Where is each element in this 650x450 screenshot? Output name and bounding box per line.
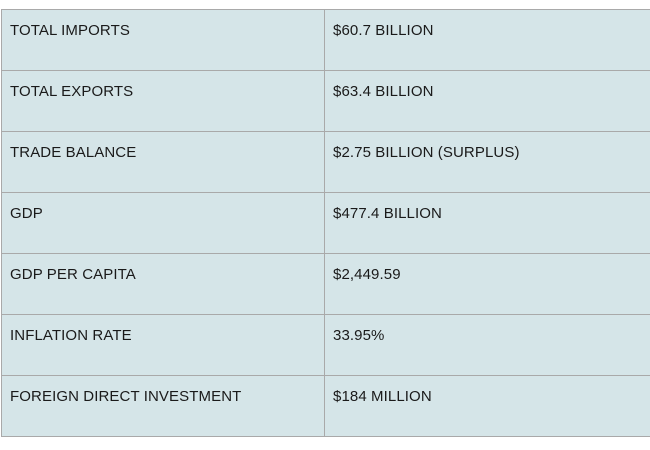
row-value: $184 MILLION [333,388,432,405]
row-label: GDP [10,205,43,222]
economic-indicators-table-container: TOTAL IMPORTS $60.7 BILLION TOTAL EXPORT… [1,9,650,439]
row-label-cell: TOTAL IMPORTS [1,9,325,71]
row-label: TRADE BALANCE [10,144,137,161]
row-label: TOTAL IMPORTS [10,22,130,39]
row-label: GDP PER CAPITA [10,266,136,283]
row-value-cell: $60.7 BILLION [324,9,650,71]
row-label-cell: GDP [1,192,325,254]
row-value-cell: $477.4 BILLION [324,192,650,254]
table-row: GDP $477.4 BILLION [1,192,650,254]
table-row: GDP PER CAPITA $2,449.59 [1,253,650,315]
row-label-cell: INFLATION RATE [1,314,325,376]
economic-indicators-table: TOTAL IMPORTS $60.7 BILLION TOTAL EXPORT… [1,9,650,437]
row-label-cell: TRADE BALANCE [1,131,325,193]
table-row: TOTAL IMPORTS $60.7 BILLION [1,9,650,71]
row-label-cell: TOTAL EXPORTS [1,70,325,132]
row-label: TOTAL EXPORTS [10,83,134,100]
row-value: $60.7 BILLION [333,22,434,39]
row-value: $2.75 BILLION (SURPLUS) [333,144,520,161]
row-value: $477.4 BILLION [333,205,442,222]
table-row: INFLATION RATE 33.95% [1,314,650,376]
table-row: TRADE BALANCE $2.75 BILLION (SURPLUS) [1,131,650,193]
row-value-cell: $184 MILLION [324,375,650,437]
table-row: TOTAL EXPORTS $63.4 BILLION [1,70,650,132]
row-value-cell: $2,449.59 [324,253,650,315]
row-value-cell: $63.4 BILLION [324,70,650,132]
row-value: $63.4 BILLION [333,83,434,100]
row-label: FOREIGN DIRECT INVESTMENT [10,388,242,405]
row-value-cell: $2.75 BILLION (SURPLUS) [324,131,650,193]
row-value: $2,449.59 [333,266,401,283]
table-row: FOREIGN DIRECT INVESTMENT $184 MILLION [1,375,650,437]
row-label-cell: GDP PER CAPITA [1,253,325,315]
row-value-cell: 33.95% [324,314,650,376]
row-label: INFLATION RATE [10,327,132,344]
row-label-cell: FOREIGN DIRECT INVESTMENT [1,375,325,437]
row-value: 33.95% [333,327,385,344]
